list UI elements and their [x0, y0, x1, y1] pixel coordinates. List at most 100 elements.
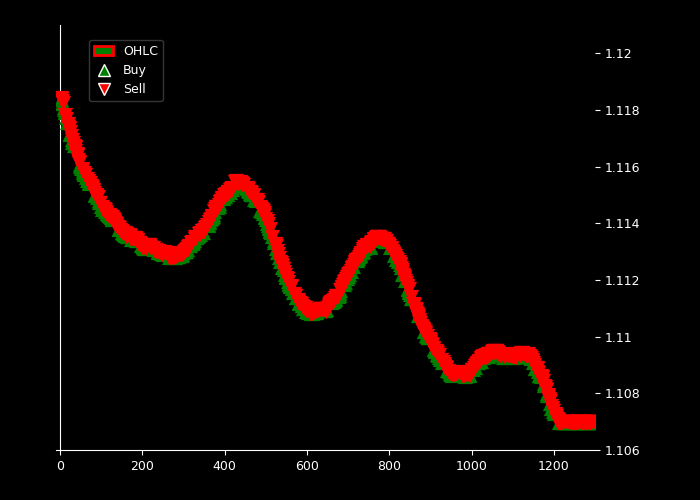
Point	[568, 418, 579, 426]
Point	[321, 306, 332, 314]
Point	[356, 249, 367, 257]
Point	[448, 370, 459, 378]
Point	[278, 266, 289, 274]
Point	[480, 352, 491, 360]
Point	[344, 270, 355, 278]
Point	[491, 348, 503, 356]
Point	[204, 216, 216, 224]
Point	[369, 236, 380, 244]
Point	[101, 210, 112, 218]
Point	[295, 300, 307, 308]
Point	[494, 350, 505, 358]
Point	[529, 364, 540, 372]
Point	[413, 316, 424, 324]
Point	[449, 370, 461, 378]
Point	[564, 418, 575, 426]
Point	[57, 99, 68, 107]
Point	[173, 251, 184, 259]
Point	[404, 290, 415, 298]
Point	[578, 418, 589, 426]
Point	[109, 219, 120, 227]
Point	[244, 188, 255, 196]
Point	[143, 241, 154, 249]
Point	[444, 370, 456, 378]
Point	[206, 213, 218, 221]
Point	[158, 250, 169, 258]
Point	[562, 418, 573, 426]
Point	[492, 350, 503, 358]
Point	[55, 94, 66, 102]
Point	[340, 275, 351, 283]
Point	[267, 232, 278, 240]
Point	[536, 373, 547, 381]
Point	[128, 235, 139, 243]
Point	[197, 228, 208, 235]
Point	[188, 236, 199, 244]
Point	[296, 301, 307, 309]
Point	[203, 218, 214, 226]
Point	[584, 418, 596, 426]
Point	[430, 347, 442, 355]
Point	[358, 246, 369, 254]
Point	[374, 234, 386, 242]
Point	[60, 110, 71, 118]
Point	[92, 194, 103, 202]
Point	[372, 233, 384, 241]
Point	[356, 250, 368, 258]
Point	[276, 263, 288, 271]
Point	[398, 271, 409, 279]
Point	[386, 248, 398, 256]
Point	[349, 258, 360, 266]
Point	[281, 275, 293, 283]
Point	[242, 186, 253, 194]
Point	[543, 394, 554, 402]
Point	[304, 307, 315, 315]
Point	[364, 242, 375, 250]
Point	[514, 350, 525, 358]
Point	[504, 351, 515, 359]
Point	[98, 206, 109, 214]
Point	[218, 193, 229, 201]
Point	[458, 371, 470, 379]
Point	[567, 418, 578, 426]
Point	[531, 364, 542, 372]
Point	[428, 344, 440, 352]
Point	[83, 177, 94, 185]
Point	[552, 416, 563, 424]
Point	[116, 228, 127, 235]
Point	[290, 293, 302, 301]
Point	[122, 232, 133, 240]
Point	[468, 364, 480, 372]
Point	[180, 247, 191, 255]
Point	[134, 239, 145, 247]
Point	[169, 253, 180, 261]
Point	[133, 239, 144, 247]
Point	[576, 418, 587, 426]
Point	[425, 338, 436, 346]
Point	[213, 202, 224, 210]
Point	[502, 350, 513, 358]
Point	[131, 236, 142, 244]
Point	[527, 356, 538, 364]
Point	[172, 250, 183, 258]
Point	[234, 178, 245, 186]
Point	[248, 194, 260, 202]
Point	[352, 255, 363, 263]
Point	[412, 312, 423, 320]
Point	[404, 288, 415, 296]
Point	[371, 233, 382, 241]
Point	[579, 418, 590, 426]
Point	[588, 418, 599, 426]
Point	[164, 252, 175, 260]
Point	[399, 276, 410, 284]
Point	[134, 240, 146, 248]
Point	[541, 389, 552, 397]
Point	[495, 350, 506, 358]
Point	[554, 418, 565, 426]
Point	[348, 262, 359, 270]
Point	[520, 351, 531, 359]
Point	[171, 251, 182, 259]
Point	[365, 242, 376, 250]
Point	[485, 348, 496, 356]
Point	[466, 368, 477, 376]
